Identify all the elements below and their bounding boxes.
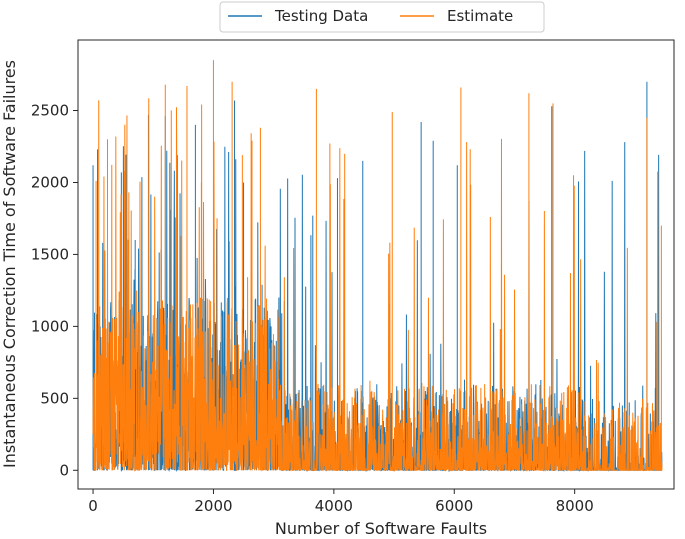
x-axis: 0 2000 4000 6000 8000 xyxy=(88,489,594,515)
legend: Testing Data Estimate xyxy=(219,1,545,33)
y-tick-label: 2000 xyxy=(31,173,69,191)
y-tick-label: 1000 xyxy=(31,317,69,335)
series-layer xyxy=(92,60,663,473)
plot-frame xyxy=(77,39,675,490)
legend-label-estimate: Estimate xyxy=(447,7,513,25)
legend-label-testing-data: Testing Data xyxy=(274,7,368,25)
x-axis-label: Number of Software Faults xyxy=(275,519,487,538)
y-axis-label: Instantaneous Correction Time of Softwar… xyxy=(0,60,19,468)
x-tick-label: 6000 xyxy=(435,497,473,515)
y-tick-label: 500 xyxy=(40,389,69,407)
x-tick-label: 4000 xyxy=(315,497,353,515)
y-tick-label: 1500 xyxy=(31,245,69,263)
series-line-estimate xyxy=(92,60,663,473)
x-tick-label: 0 xyxy=(88,497,98,515)
legend-box xyxy=(219,1,545,33)
y-tick-label: 0 xyxy=(59,461,69,479)
x-tick-label: 8000 xyxy=(556,497,594,515)
x-tick-label: 2000 xyxy=(194,497,232,515)
y-axis: 0 500 1000 1500 2000 2500 xyxy=(31,102,78,479)
y-tick-label: 2500 xyxy=(31,102,69,120)
